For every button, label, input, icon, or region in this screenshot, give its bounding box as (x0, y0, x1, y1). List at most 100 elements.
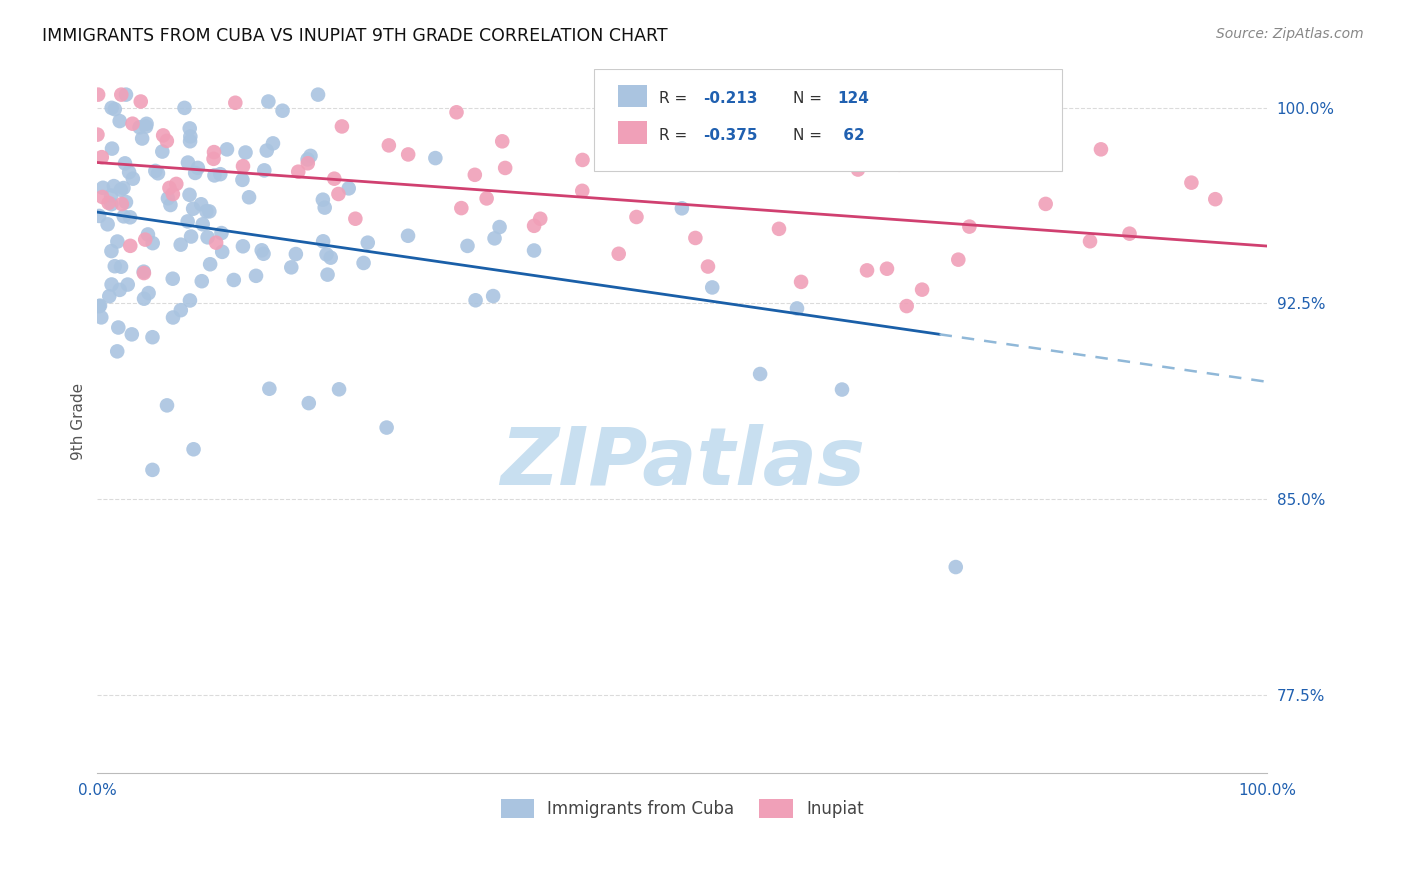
Point (179, 121, 201, 136)
Point (170, 303, 193, 318)
Point (150, 145, 173, 159)
Point (889, 158, 911, 172)
Point (132, 265, 155, 279)
Point (450, 201, 472, 215)
Point (107, 320, 129, 334)
Legend: Immigrants from Cuba, Inupiat: Immigrants from Cuba, Inupiat (494, 792, 870, 825)
Point (120, 211, 142, 225)
Point (375, 420, 398, 434)
Point (315, 247, 337, 261)
Point (529, 211, 551, 226)
Point (135, 117, 157, 131)
Point (846, 162, 869, 177)
Point (571, 184, 593, 198)
Point (1078, 234, 1101, 248)
Point (396, 228, 419, 243)
Point (195, 204, 218, 219)
Point (173, 101, 195, 115)
Point (128, 120, 150, 135)
Point (280, 260, 302, 275)
Point (224, 95, 246, 110)
Point (271, 103, 294, 118)
Point (156, 398, 179, 412)
Point (876, 261, 898, 276)
Point (523, 219, 546, 233)
Point (191, 274, 214, 288)
Point (121, 171, 143, 186)
Text: Source: ZipAtlas.com: Source: ZipAtlas.com (1216, 27, 1364, 41)
Point (330, 120, 353, 134)
Point (896, 299, 918, 313)
Point (100, 244, 122, 258)
Point (204, 169, 226, 183)
Point (831, 383, 853, 397)
Point (626, 210, 648, 224)
Point (100, 197, 122, 211)
Point (235, 145, 257, 160)
Point (749, 367, 772, 381)
Point (337, 181, 360, 195)
Point (179, 129, 201, 144)
Point (297, 156, 319, 170)
Point (131, 131, 153, 145)
Point (238, 190, 260, 204)
Point (121, 327, 143, 342)
Point (256, 144, 278, 158)
Text: 62: 62 (838, 128, 865, 144)
Point (165, 177, 187, 191)
Point (179, 293, 201, 308)
Point (1008, 153, 1031, 167)
Point (284, 247, 307, 261)
Point (132, 292, 155, 306)
Point (134, 233, 156, 247)
Point (180, 229, 202, 244)
Point (162, 187, 184, 202)
Point (464, 168, 486, 182)
Point (100, 277, 122, 292)
Text: 124: 124 (838, 91, 870, 106)
Point (187, 161, 209, 175)
Point (90, 310, 112, 325)
Point (942, 157, 965, 171)
Point (482, 289, 505, 303)
Point (299, 149, 322, 163)
Point (98, 289, 121, 303)
Point (159, 181, 181, 195)
Point (162, 271, 184, 285)
Point (179, 134, 201, 148)
Point (328, 382, 350, 396)
Text: -0.375: -0.375 (703, 128, 758, 144)
Point (316, 268, 339, 282)
Point (142, 236, 165, 251)
Point (135, 120, 157, 134)
Point (312, 235, 335, 249)
Point (253, 163, 276, 178)
Point (494, 161, 516, 175)
Point (101, 142, 124, 156)
Point (183, 442, 205, 457)
Point (190, 197, 212, 211)
Point (100, 101, 122, 115)
Point (97, 217, 120, 231)
Point (115, 195, 138, 210)
Point (297, 153, 319, 167)
Point (110, 260, 132, 274)
Point (100, 188, 122, 202)
Point (1180, 176, 1202, 190)
Point (425, 151, 447, 165)
Point (110, 183, 132, 197)
Text: IMMIGRANTS FROM CUBA VS INUPIAT 9TH GRADE CORRELATION CHART: IMMIGRANTS FROM CUBA VS INUPIAT 9TH GRAD… (42, 27, 668, 45)
Point (103, 179, 125, 194)
Point (108, 283, 131, 297)
Point (378, 138, 401, 153)
Point (957, 219, 980, 234)
Point (523, 244, 546, 258)
Text: N =: N = (793, 91, 827, 106)
Point (232, 159, 254, 173)
Point (344, 211, 367, 226)
Point (191, 217, 214, 231)
Point (111, 197, 134, 211)
Point (211, 244, 233, 259)
Point (948, 252, 970, 267)
Point (136, 227, 159, 242)
